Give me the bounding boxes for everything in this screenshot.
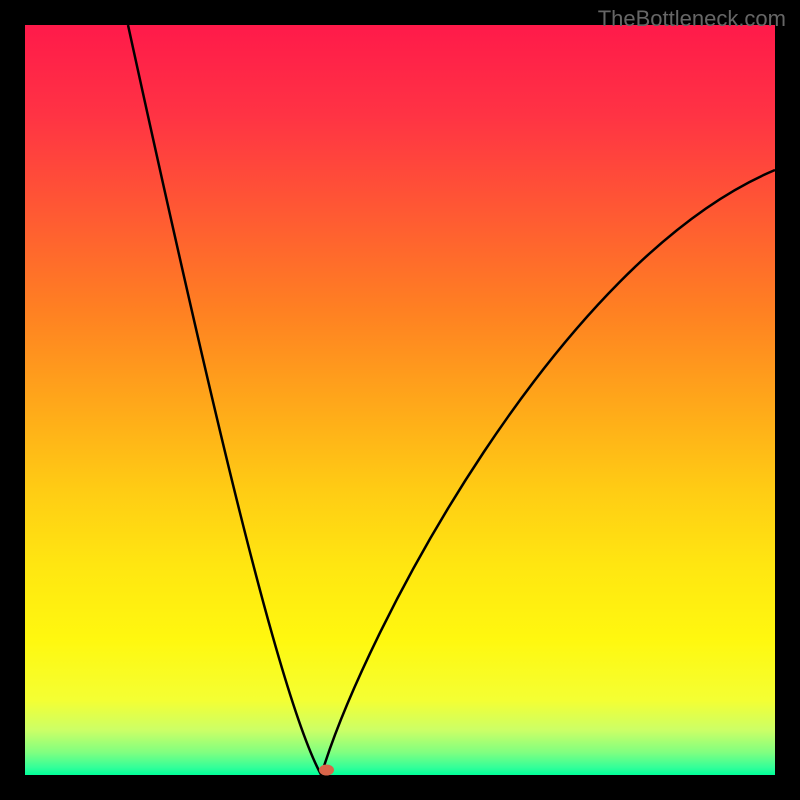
chart-svg [0, 0, 800, 800]
chart-background [25, 25, 775, 775]
optimum-marker [320, 765, 334, 775]
watermark-text: TheBottleneck.com [598, 6, 786, 32]
bottleneck-chart: TheBottleneck.com [0, 0, 800, 800]
